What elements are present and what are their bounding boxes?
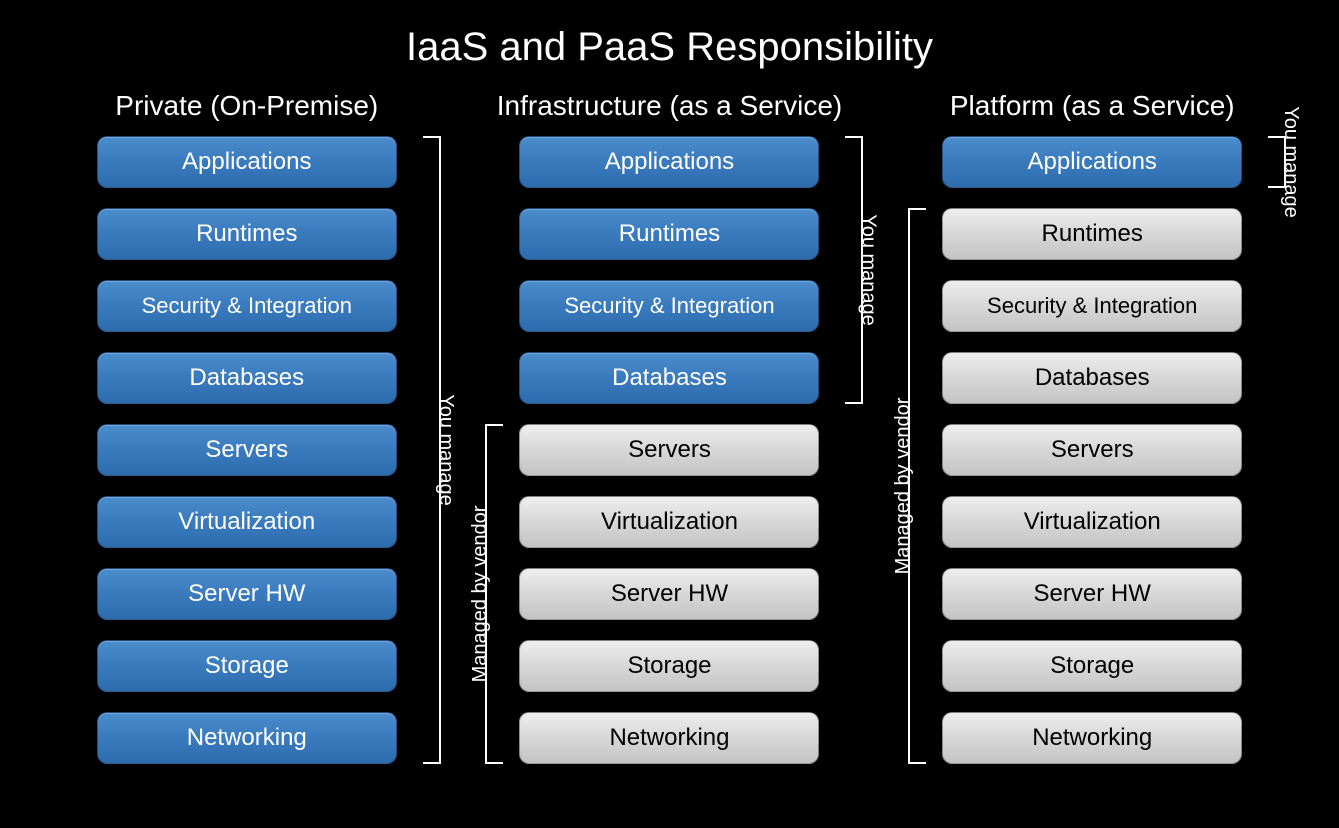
layer-box-security-integration: Security & Integration [97,280,397,332]
bracket-cap-icon [845,394,863,404]
layer-box-networking: Networking [942,712,1242,764]
side-label-text: You manage [1279,106,1302,218]
layer-stack: Applications Runtimes Security & Integrati… [97,136,397,764]
bracket-cap-icon [845,136,863,146]
layer-box-runtimes: Runtimes [519,208,819,260]
side-label-right: You manage [845,136,863,404]
layer-box-applications: Applications [942,136,1242,188]
column-0: Private (On-Premise) Applications Runtimes… [97,90,397,764]
layer-box-storage: Storage [519,640,819,692]
layer-box-databases: Databases [519,352,819,404]
layer-box-server-hw: Server HW [97,568,397,620]
side-label-text: Managed by vendor [892,398,915,575]
bracket-cap-icon [423,136,441,146]
diagram-title: IaaS and PaaS Responsibility [406,25,933,70]
side-label-left: Managed by vendor [908,208,926,764]
bracket-cap-icon [908,208,926,218]
bracket-cap-icon [908,754,926,764]
layer-box-servers: Servers [942,424,1242,476]
layer-box-runtimes: Runtimes [942,208,1242,260]
column-header: Platform (as a Service) [950,90,1235,122]
layer-stack: Applications Runtimes Security & Integrati… [942,136,1242,764]
layer-box-storage: Storage [942,640,1242,692]
layer-box-servers: Servers [519,424,819,476]
layer-box-databases: Databases [942,352,1242,404]
layer-box-virtualization: Virtualization [942,496,1242,548]
columns-container: Private (On-Premise) Applications Runtimes… [97,90,1242,764]
layer-box-applications: Applications [519,136,819,188]
layer-box-networking: Networking [519,712,819,764]
bracket-cap-icon [485,754,503,764]
layer-stack: Applications Runtimes Security & Integrati… [519,136,819,764]
side-label-text: You manage [856,214,879,326]
column-header: Infrastructure (as a Service) [497,90,842,122]
side-label-left: Managed by vendor [485,424,503,764]
side-label-text: Managed by vendor [469,506,492,683]
layer-box-applications: Applications [97,136,397,188]
layer-box-security-integration: Security & Integration [519,280,819,332]
side-label-right: You manage [423,136,441,764]
layer-box-servers: Servers [97,424,397,476]
layer-box-security-integration: Security & Integration [942,280,1242,332]
layer-box-server-hw: Server HW [942,568,1242,620]
column-2: Platform (as a Service) Applications Runti… [942,90,1242,764]
layer-box-databases: Databases [97,352,397,404]
layer-box-virtualization: Virtualization [97,496,397,548]
side-label-text: You manage [434,394,457,506]
side-label-right: You manage [1268,136,1286,188]
layer-box-runtimes: Runtimes [97,208,397,260]
column-header: Private (On-Premise) [115,90,378,122]
bracket-cap-icon [485,424,503,434]
layer-box-networking: Networking [97,712,397,764]
bracket-cap-icon [423,754,441,764]
layer-box-server-hw: Server HW [519,568,819,620]
column-1: Infrastructure (as a Service) Application… [497,90,842,764]
layer-box-virtualization: Virtualization [519,496,819,548]
layer-box-storage: Storage [97,640,397,692]
